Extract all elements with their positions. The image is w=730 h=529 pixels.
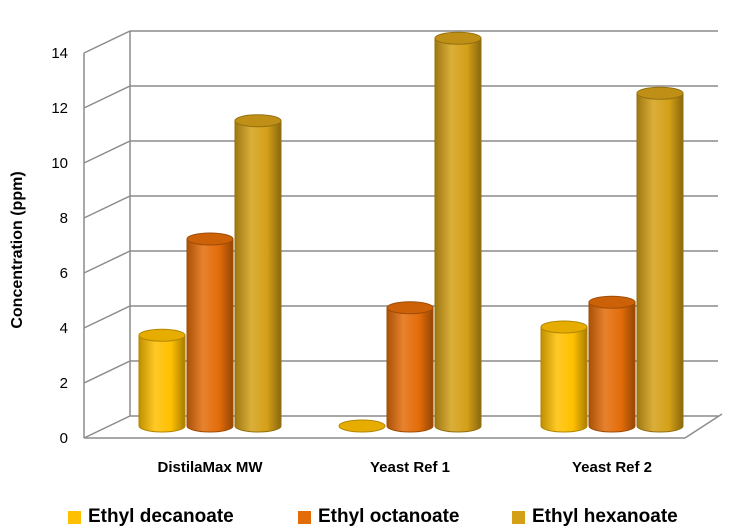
- gridline-depth: [83, 85, 131, 109]
- legend-label-decanoate: Ethyl decanoate: [88, 506, 234, 527]
- y-tick-label: 2: [60, 375, 68, 392]
- x-category-label: Yeast Ref 2: [572, 459, 652, 476]
- gridline-depth: [83, 305, 131, 329]
- y-tick-label: 8: [60, 210, 68, 227]
- x-category-label: Yeast Ref 1: [370, 459, 450, 476]
- bars: [138, 31, 684, 433]
- bar: [234, 114, 282, 433]
- gridline-depth: [83, 30, 131, 54]
- bar: [588, 295, 636, 433]
- y-tick-label: 10: [51, 155, 68, 172]
- legend-swatch-octanoate: [298, 510, 311, 524]
- bar: [386, 301, 434, 433]
- y-tick-label: 6: [60, 265, 68, 282]
- bar: [186, 232, 234, 433]
- x-category-label: DistilaMax MW: [157, 459, 263, 476]
- legend-item-hexanoate: Ethyl hexanoate: [512, 506, 678, 528]
- bar: [338, 419, 386, 433]
- y-axis-label: Concentration (ppm): [9, 171, 26, 328]
- legend-item-octanoate: Ethyl octanoate: [298, 506, 459, 528]
- y-axis-tick-labels: 0 2 4 6 8 10 12 14: [51, 45, 68, 447]
- bar: [138, 328, 186, 433]
- y-tick-label: 4: [60, 320, 68, 337]
- legend-item-decanoate: Ethyl decanoate: [68, 506, 234, 528]
- bar: [636, 86, 684, 433]
- legend-swatch-decanoate: [68, 510, 81, 524]
- floor-side-edge: [684, 413, 723, 439]
- gridline-depth: [83, 250, 131, 274]
- gridline-depth: [83, 360, 131, 384]
- bar: [540, 320, 588, 433]
- y-tick-label: 0: [60, 430, 68, 447]
- legend: Ethyl decanoate Ethyl octanoate Ethyl he…: [0, 506, 730, 529]
- gridline-depth: [83, 415, 131, 439]
- legend-swatch-hexanoate: [512, 510, 525, 524]
- legend-label-hexanoate: Ethyl hexanoate: [532, 506, 678, 527]
- x-axis-category-labels: DistilaMax MW Yeast Ref 1 Yeast Ref 2: [157, 459, 652, 476]
- gridline-depth: [83, 195, 131, 219]
- gridline-depth: [83, 140, 131, 164]
- y-tick-label: 12: [51, 100, 68, 117]
- bar: [434, 31, 482, 433]
- legend-label-octanoate: Ethyl octanoate: [318, 506, 460, 527]
- y-tick-label: 14: [51, 45, 68, 62]
